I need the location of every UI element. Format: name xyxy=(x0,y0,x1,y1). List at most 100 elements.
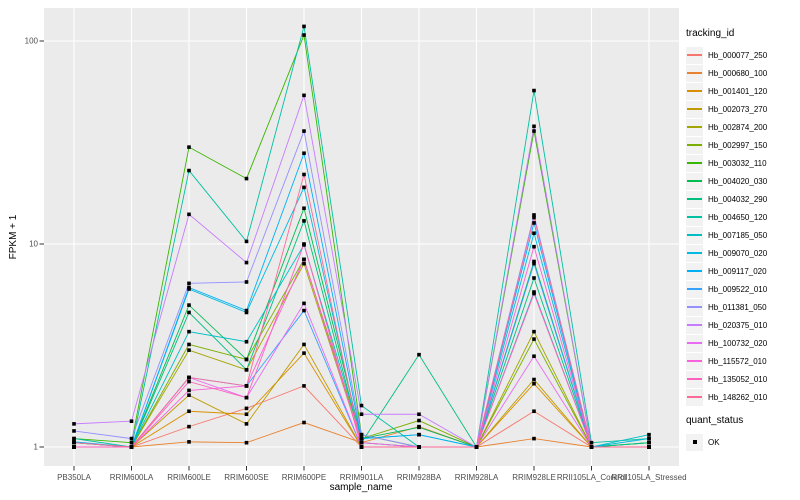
legend-entry: Hb_115572_010 xyxy=(686,352,798,370)
data-point xyxy=(244,368,249,372)
data-point xyxy=(532,276,536,280)
data-point xyxy=(129,436,134,441)
data-point xyxy=(474,445,479,449)
legend-entry-label: Hb_009522_010 xyxy=(708,284,768,294)
data-point xyxy=(187,375,191,380)
data-point xyxy=(302,420,306,425)
legend-swatch-line-icon xyxy=(687,306,702,308)
data-point xyxy=(359,436,364,441)
legend-swatch-line-icon xyxy=(687,72,702,74)
data-point xyxy=(302,219,306,223)
data-point xyxy=(244,176,249,181)
data-point xyxy=(417,432,421,437)
legend-swatch-line-icon xyxy=(687,108,702,110)
legend-entry: Hb_135052_010 xyxy=(686,370,798,388)
legend-entry-label: Hb_000077_250 xyxy=(708,50,768,60)
legend-swatch-line-icon xyxy=(687,324,702,326)
data-point xyxy=(532,436,536,441)
data-point xyxy=(244,406,249,411)
data-point xyxy=(647,440,651,445)
data-point xyxy=(302,342,306,347)
legend-entry-label: Hb_115572_010 xyxy=(708,356,767,366)
data-point xyxy=(647,445,651,449)
data-point xyxy=(417,412,421,417)
legend-swatch-line-icon xyxy=(687,396,702,398)
legend-swatch-line-icon xyxy=(687,252,702,254)
data-point xyxy=(302,301,306,306)
data-point xyxy=(244,239,249,244)
data-point xyxy=(532,354,536,359)
legend-entry-label: Hb_007185_050 xyxy=(708,230,768,240)
data-point xyxy=(187,310,191,315)
legend-swatch-line-icon xyxy=(687,198,702,200)
x-tick-label: RRIM600LE xyxy=(167,473,211,482)
legend-key xyxy=(686,334,703,352)
data-point xyxy=(187,281,191,286)
legend-key xyxy=(686,262,703,280)
data-point xyxy=(417,425,421,430)
data-point xyxy=(187,440,191,444)
data-point xyxy=(532,213,536,217)
legend-swatch-line-icon xyxy=(687,216,702,218)
data-point xyxy=(244,310,249,315)
legend-swatch-line-icon xyxy=(687,270,702,272)
legend-swatch-line-icon xyxy=(687,378,702,380)
data-point xyxy=(417,352,421,357)
x-tick-label: RRIM901LA xyxy=(339,473,384,482)
legend-entry-label: Hb_002874_200 xyxy=(708,122,768,132)
legend-key xyxy=(686,226,703,244)
quant-legend-entry: OK xyxy=(686,433,798,451)
data-point xyxy=(129,445,134,449)
legend-key xyxy=(686,190,703,208)
legend-entry: Hb_011381_050 xyxy=(686,298,798,316)
black-square-marker-icon xyxy=(692,440,697,444)
data-point xyxy=(647,432,651,437)
data-point xyxy=(129,419,134,423)
data-point xyxy=(359,440,364,445)
legend-entry-label: Hb_009117_020 xyxy=(708,266,767,276)
data-point xyxy=(532,377,536,382)
legend: tracking_id Hb_000077_250 Hb_000680_100 Hb… xyxy=(686,28,798,451)
legend-swatch-line-icon xyxy=(687,288,702,290)
data-point xyxy=(359,412,364,417)
legend-entry: Hb_100732_020 xyxy=(686,334,798,352)
legend-entry-label: Hb_135052_010 xyxy=(708,374,768,384)
data-point xyxy=(187,285,191,290)
legend-entry-label: Hb_000680_100 xyxy=(708,68,768,78)
data-point xyxy=(244,412,249,417)
legend-entry: Hb_009522_010 xyxy=(686,280,798,298)
legend-entry-label: Hb_100732_020 xyxy=(708,338,768,348)
legend-key xyxy=(686,370,703,388)
legend-entry-label: Hb_148262_010 xyxy=(708,392,768,402)
legend-entry: Hb_001401_120 xyxy=(686,82,798,100)
legend-key xyxy=(686,136,703,154)
data-point xyxy=(647,436,651,441)
legend-entry: Hb_003032_110 xyxy=(686,154,798,172)
y-tick-label: 100 xyxy=(24,36,38,46)
legend-swatch-line-icon xyxy=(687,342,702,344)
quant-legend-entry-label: OK xyxy=(708,437,720,447)
data-point xyxy=(187,168,191,173)
data-point xyxy=(302,308,306,313)
data-point xyxy=(532,259,536,264)
data-point xyxy=(532,381,536,386)
data-point xyxy=(187,303,191,307)
legend-swatch-line-icon xyxy=(687,180,702,182)
x-tick-label: RRII105LA_Control xyxy=(556,473,627,482)
legend-entry-label: Hb_020375_010 xyxy=(708,320,768,330)
legend-entry: Hb_004032_290 xyxy=(686,190,798,208)
legend-entry: Hb_000680_100 xyxy=(686,64,798,82)
data-point xyxy=(359,445,364,449)
legend-key xyxy=(686,208,703,226)
legend-key xyxy=(686,298,703,316)
data-point xyxy=(244,440,249,445)
legend-entry: Hb_002073_270 xyxy=(686,100,798,118)
data-point xyxy=(589,445,594,449)
data-point xyxy=(72,429,76,433)
data-point xyxy=(244,422,249,426)
legend-key xyxy=(686,352,703,370)
data-point xyxy=(302,257,306,262)
x-tick-label: RRIM600SE xyxy=(224,473,269,482)
